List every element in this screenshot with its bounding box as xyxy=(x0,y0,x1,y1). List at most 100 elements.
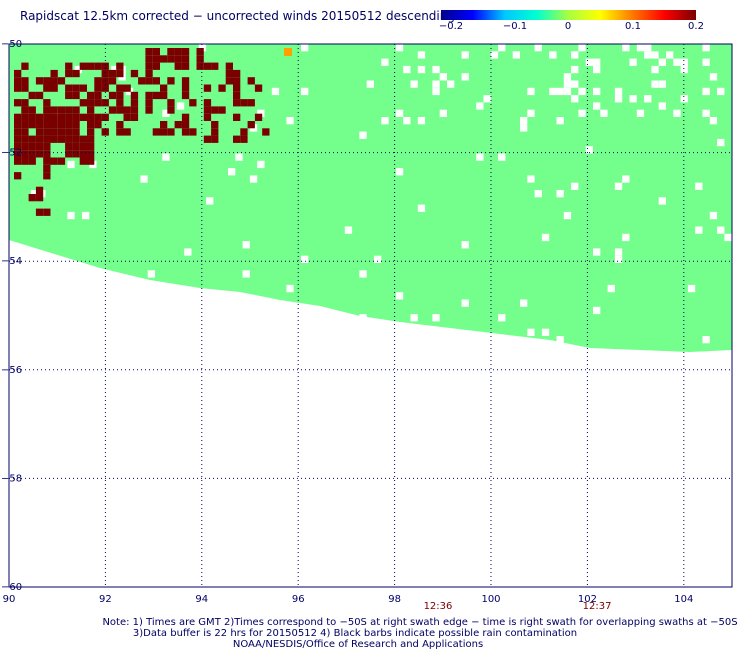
missing-cell xyxy=(242,241,250,249)
difference-cell xyxy=(79,135,87,143)
difference-cell xyxy=(211,106,219,114)
missing-cell xyxy=(395,44,404,52)
difference-cell xyxy=(14,150,22,158)
missing-cell xyxy=(520,299,528,307)
missing-cell xyxy=(257,109,265,117)
difference-cell xyxy=(35,208,44,216)
missing-cell xyxy=(67,321,75,329)
difference-cell xyxy=(247,77,255,85)
difference-cell xyxy=(79,99,87,107)
lon-tick-label: 94 xyxy=(195,594,208,605)
missing-cell xyxy=(563,211,572,220)
difference-cell xyxy=(225,77,233,85)
missing-cell xyxy=(271,87,280,96)
difference-cell xyxy=(145,48,153,56)
missing-cell xyxy=(636,109,645,117)
difference-cell xyxy=(145,106,153,114)
difference-cell xyxy=(87,99,95,107)
missing-cell xyxy=(111,65,119,74)
difference-cell xyxy=(35,128,44,136)
difference-cell xyxy=(21,128,29,136)
difference-cell xyxy=(21,113,29,121)
difference-cell xyxy=(79,142,87,151)
difference-cell xyxy=(160,84,168,92)
missing-cell xyxy=(731,190,739,198)
colorbar-tick: −0.2 xyxy=(438,21,464,32)
missing-cell xyxy=(695,226,703,234)
missing-cell xyxy=(585,58,593,66)
missing-cell xyxy=(403,328,411,336)
missing-cell xyxy=(702,109,710,117)
missing-cell xyxy=(600,109,608,117)
difference-cell xyxy=(87,91,95,100)
difference-cell xyxy=(28,142,36,151)
lon-tick-label: 100 xyxy=(481,594,500,605)
missing-cell xyxy=(133,299,141,307)
difference-cell xyxy=(152,128,160,136)
missing-cell xyxy=(461,299,469,307)
difference-cell xyxy=(14,172,22,180)
difference-cell xyxy=(65,142,73,151)
difference-cell xyxy=(167,55,175,63)
missing-cell xyxy=(534,44,542,52)
difference-cell xyxy=(28,135,36,143)
difference-cell xyxy=(50,113,58,121)
difference-cell xyxy=(14,121,22,129)
difference-cell xyxy=(181,48,190,56)
lon-tick-label: 98 xyxy=(388,594,401,605)
difference-cell xyxy=(123,113,131,121)
difference-cell xyxy=(43,135,51,143)
difference-cell xyxy=(211,135,219,143)
missing-cell xyxy=(30,190,39,198)
difference-cell xyxy=(72,142,80,151)
missing-cell xyxy=(622,175,630,183)
difference-cell xyxy=(57,128,66,136)
difference-cell xyxy=(87,128,95,136)
missing-cell xyxy=(483,95,491,103)
difference-cell xyxy=(123,106,131,114)
difference-cell xyxy=(189,128,197,136)
missing-cell xyxy=(140,175,148,183)
difference-cell xyxy=(28,91,36,100)
difference-cell xyxy=(181,121,190,129)
difference-cell xyxy=(101,62,109,70)
missing-cell xyxy=(286,117,294,125)
missing-cell xyxy=(644,44,652,52)
missing-cell xyxy=(593,65,601,74)
missing-cell xyxy=(658,102,666,110)
difference-cell xyxy=(14,99,22,107)
difference-cell xyxy=(35,150,44,158)
missing-cell xyxy=(541,328,550,336)
missing-cell xyxy=(593,87,601,96)
difference-cell xyxy=(101,128,109,136)
difference-cell xyxy=(145,69,153,78)
difference-cell xyxy=(79,84,87,92)
missing-cell xyxy=(162,153,170,161)
missing-cell xyxy=(680,65,688,74)
missing-cell xyxy=(359,131,367,139)
missing-cell xyxy=(242,299,250,307)
missing-cell xyxy=(702,87,710,96)
difference-cell xyxy=(14,128,22,136)
lon-tick-label: 92 xyxy=(99,594,112,605)
difference-cell xyxy=(130,69,139,78)
missing-cell xyxy=(527,175,535,183)
difference-cell xyxy=(43,142,51,151)
missing-cell xyxy=(176,102,185,110)
missing-cell xyxy=(571,51,579,59)
missing-cell xyxy=(636,44,645,52)
missing-cell xyxy=(403,117,411,125)
missing-cell xyxy=(563,73,572,81)
missing-cell xyxy=(614,95,623,103)
missing-cell xyxy=(578,109,586,117)
missing-cell xyxy=(286,321,294,329)
difference-cell xyxy=(50,121,58,129)
difference-cell xyxy=(65,62,73,70)
missing-cell xyxy=(82,211,90,220)
lon-tick-label: 104 xyxy=(674,594,693,605)
missing-cell xyxy=(556,190,564,198)
difference-cell xyxy=(35,77,44,85)
missing-cell xyxy=(67,211,75,220)
difference-cell xyxy=(101,99,109,107)
difference-cell xyxy=(145,55,153,63)
